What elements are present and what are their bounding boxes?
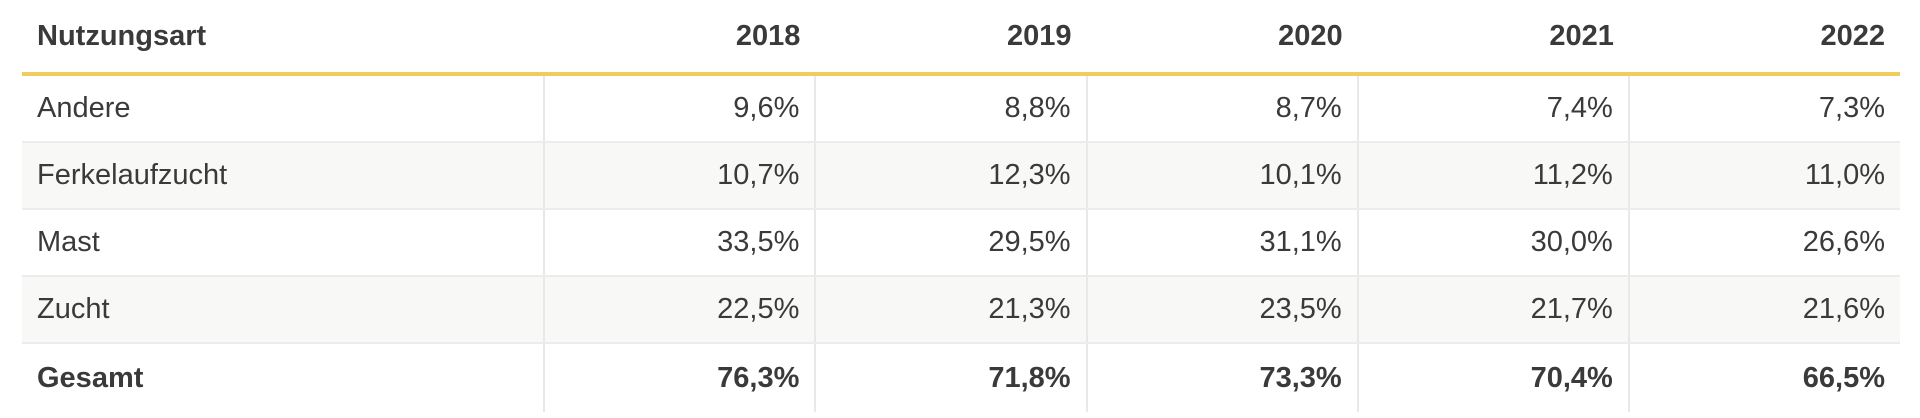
header-year-2021: 2021 [1357,0,1629,76]
table-body: Andere 9,6% 8,8% 8,7% 7,4% 7,3% Ferkelau… [22,74,1900,412]
table-cell: 21,3% [814,276,1087,344]
table-cell: 7,4% [1356,74,1629,143]
table-cell: 23,5% [1085,276,1358,344]
table-header: Nutzungsart 2018 2019 2020 2021 2022 [22,0,1900,76]
total-cell: 71,8% [814,343,1087,412]
row-label: Zucht [22,276,545,344]
table-cell: 11,2% [1356,142,1629,210]
table-cell: 29,5% [814,209,1087,277]
total-cell: 70,4% [1356,343,1629,412]
table-row: Andere 9,6% 8,8% 8,7% 7,4% 7,3% [22,74,1900,143]
header-year-2018: 2018 [544,0,816,76]
row-label: Andere [22,74,545,143]
table-cell: 7,3% [1627,74,1900,143]
table-cell: 8,8% [814,74,1087,143]
header-nutzungsart: Nutzungsart [22,0,545,76]
total-label: Gesamt [37,361,144,394]
table-cell: 33,5% [543,209,816,277]
usage-table: Nutzungsart 2018 2019 2020 2021 2022 And… [22,0,1900,412]
table-cell: 26,6% [1627,209,1900,277]
row-label: Ferkelaufzucht [22,142,545,210]
table-cell: 21,7% [1356,276,1629,344]
table-cell: 9,6% [543,74,816,143]
table-row: Zucht 22,5% 21,3% 23,5% 21,7% 21,6% [22,276,1900,344]
table-cell: 21,6% [1627,276,1900,344]
row-label: Mast [22,209,545,277]
table-cell: 22,5% [543,276,816,344]
total-row: Gesamt 76,3% 71,8% 73,3% 70,4% 66,5% [22,343,1900,412]
table-cell: 11,0% [1627,142,1900,210]
table-row: Mast 33,5% 29,5% 31,1% 30,0% 26,6% [22,209,1900,277]
header-row: Nutzungsart 2018 2019 2020 2021 2022 [22,0,1900,76]
table-row: Ferkelaufzucht 10,7% 12,3% 10,1% 11,2% 1… [22,142,1900,210]
total-cell: 73,3% [1085,343,1358,412]
data-table-container: Nutzungsart 2018 2019 2020 2021 2022 And… [22,0,1900,412]
total-cell: 66,5% [1627,343,1900,412]
table-cell: 12,3% [814,142,1087,210]
table-cell: 10,1% [1085,142,1358,210]
total-cell: 76,3% [543,343,816,412]
table-cell: 10,7% [543,142,816,210]
header-year-2022: 2022 [1628,0,1900,76]
table-cell: 30,0% [1356,209,1629,277]
header-year-2020: 2020 [1086,0,1358,76]
table-cell: 8,7% [1085,74,1358,143]
table-cell: 31,1% [1085,209,1358,277]
header-year-2019: 2019 [815,0,1087,76]
